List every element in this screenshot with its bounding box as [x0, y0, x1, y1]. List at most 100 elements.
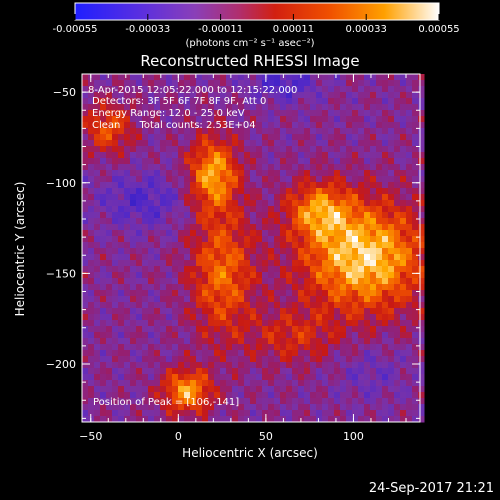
heatmap-cell: [88, 224, 95, 231]
heatmap-cell: [274, 302, 281, 309]
heatmap-cell: [316, 326, 323, 333]
heatmap-cell: [184, 254, 191, 261]
heatmap-cell: [262, 236, 269, 243]
heatmap-cell: [160, 170, 167, 177]
heatmap-cell: [172, 194, 179, 201]
heatmap-cell: [394, 212, 401, 219]
heatmap-cell: [202, 80, 209, 87]
heatmap-cell: [340, 380, 347, 387]
heatmap-cell: [94, 392, 101, 399]
heatmap-cell: [304, 368, 311, 375]
heatmap-cell: [322, 92, 329, 99]
heatmap-cell: [100, 224, 107, 231]
heatmap-cell: [148, 290, 155, 297]
heatmap-cell: [226, 236, 233, 243]
heatmap-cell: [268, 116, 275, 123]
heatmap-cell: [286, 134, 293, 141]
heatmap-cell: [304, 104, 311, 111]
heatmap-cell: [166, 386, 173, 393]
heatmap-cell: [304, 278, 311, 285]
heatmap-cell: [286, 206, 293, 213]
heatmap-cell: [346, 158, 353, 165]
heatmap-cell: [202, 86, 209, 93]
heatmap-cell: [328, 188, 335, 195]
heatmap-cell: [328, 302, 335, 309]
heatmap-cell: [304, 254, 311, 261]
heatmap-cell: [400, 356, 407, 363]
heatmap-cell: [322, 284, 329, 291]
heatmap-cell: [352, 200, 359, 207]
heatmap-cell: [124, 410, 131, 417]
heatmap-cell: [322, 320, 329, 327]
heatmap-cell: [166, 242, 173, 249]
heatmap-cell: [142, 332, 149, 339]
heatmap-cell: [196, 344, 203, 351]
heatmap-cell: [232, 146, 239, 153]
heatmap-cell: [352, 134, 359, 141]
heatmap-cell: [106, 296, 113, 303]
heatmap-cell: [358, 242, 365, 249]
heatmap-cell: [316, 248, 323, 255]
heatmap-cell: [382, 86, 389, 93]
heatmap-cell: [286, 146, 293, 153]
heatmap-cell: [202, 164, 209, 171]
heatmap-cell: [244, 92, 251, 99]
heatmap-cell: [352, 356, 359, 363]
heatmap-cell: [388, 242, 395, 249]
heatmap-cell: [280, 176, 287, 183]
heatmap-cell: [172, 392, 179, 399]
heatmap-cell: [94, 308, 101, 315]
heatmap-cell: [340, 188, 347, 195]
heatmap-cell: [310, 392, 317, 399]
heatmap-cell: [250, 404, 257, 411]
heatmap-cell: [82, 332, 89, 339]
heatmap-cell: [142, 326, 149, 333]
heatmap-cell: [412, 272, 419, 279]
heatmap-cell: [238, 260, 245, 267]
heatmap-cell: [340, 338, 347, 345]
heatmap-cell: [196, 326, 203, 333]
heatmap-cell: [160, 98, 167, 105]
heatmap-cell: [316, 224, 323, 231]
heatmap-cell: [256, 230, 263, 237]
heatmap-cell: [328, 398, 335, 405]
heatmap-cell: [406, 200, 413, 207]
heatmap-cell: [370, 272, 377, 279]
heatmap-cell: [370, 158, 377, 165]
heatmap-cell: [208, 182, 215, 189]
heatmap-cell: [232, 260, 239, 267]
heatmap-cell: [280, 356, 287, 363]
heatmap-cell: [292, 230, 299, 237]
heatmap-cell: [376, 272, 383, 279]
heatmap-cell: [292, 146, 299, 153]
heatmap-cell: [328, 296, 335, 303]
heatmap-cell: [244, 134, 251, 141]
heatmap-cell: [292, 188, 299, 195]
heatmap-cell: [142, 116, 149, 123]
heatmap-cell: [130, 290, 137, 297]
heatmap-cell: [142, 170, 149, 177]
heatmap-cell: [124, 368, 131, 375]
heatmap-cell: [172, 404, 179, 411]
heatmap-cell: [232, 332, 239, 339]
heatmap-cell: [316, 380, 323, 387]
heatmap-cell: [166, 206, 173, 213]
heatmap-cell: [328, 350, 335, 357]
heatmap-cell: [208, 278, 215, 285]
heatmap-cell: [394, 272, 401, 279]
heatmap-cell: [148, 92, 155, 99]
heatmap-cell: [118, 314, 125, 321]
heatmap-cell: [376, 392, 383, 399]
heatmap-cell: [118, 146, 125, 153]
heatmap-cell: [154, 236, 161, 243]
heatmap-cell: [244, 80, 251, 87]
heatmap-cell: [418, 326, 425, 333]
heatmap-cell: [208, 218, 215, 225]
heatmap-cell: [208, 368, 215, 375]
heatmap-cell: [280, 152, 287, 159]
heatmap-cell: [400, 116, 407, 123]
heatmap-cell: [322, 74, 329, 81]
heatmap-cell: [400, 182, 407, 189]
heatmap-cell: [322, 392, 329, 399]
heatmap-cell: [130, 182, 137, 189]
